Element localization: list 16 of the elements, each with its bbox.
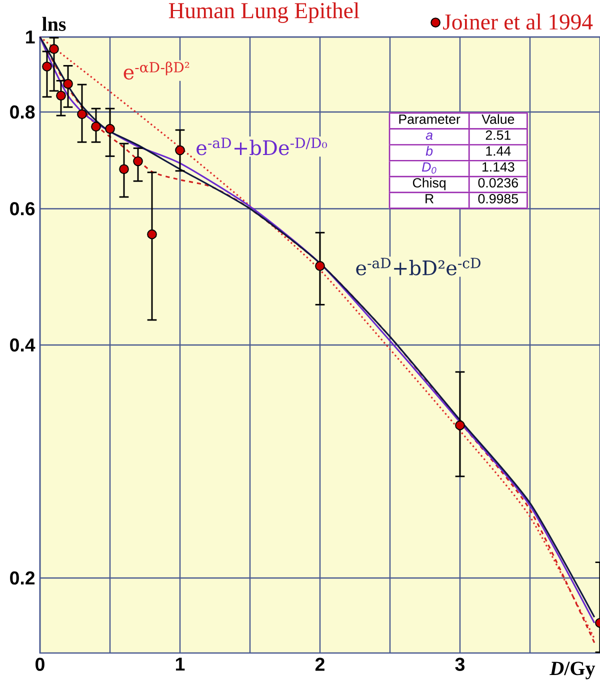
x-tick-label: 0 bbox=[36, 658, 44, 671]
chart-title: Human Lung Epithel bbox=[168, 2, 360, 23]
legend-label: Joiner et al 1994 bbox=[443, 14, 593, 30]
y-tick-label: 0.6 bbox=[10, 202, 35, 216]
x-tick-label: 3 bbox=[455, 658, 464, 671]
y-tick-label: 0.2 bbox=[10, 571, 35, 585]
y-axis-title: lns bbox=[42, 16, 66, 31]
y-tick-label: 1 bbox=[26, 30, 35, 44]
annotation: e$^{-aD}$+bD²e$^{-cD}$ bbox=[356, 258, 480, 276]
x-tick-label: 2 bbox=[315, 658, 324, 671]
y-tick-label: 0.4 bbox=[10, 338, 36, 352]
annotation: e$^{-αD-βD²}$ bbox=[124, 62, 190, 80]
x-tick-label: 1 bbox=[176, 658, 185, 671]
y-tick-label: 0.8 bbox=[10, 105, 35, 119]
x-axis-title: D/Gy bbox=[550, 662, 596, 680]
annotation: e$^{-aD}$+bDe$^{-D/D₀}$ bbox=[196, 138, 327, 156]
